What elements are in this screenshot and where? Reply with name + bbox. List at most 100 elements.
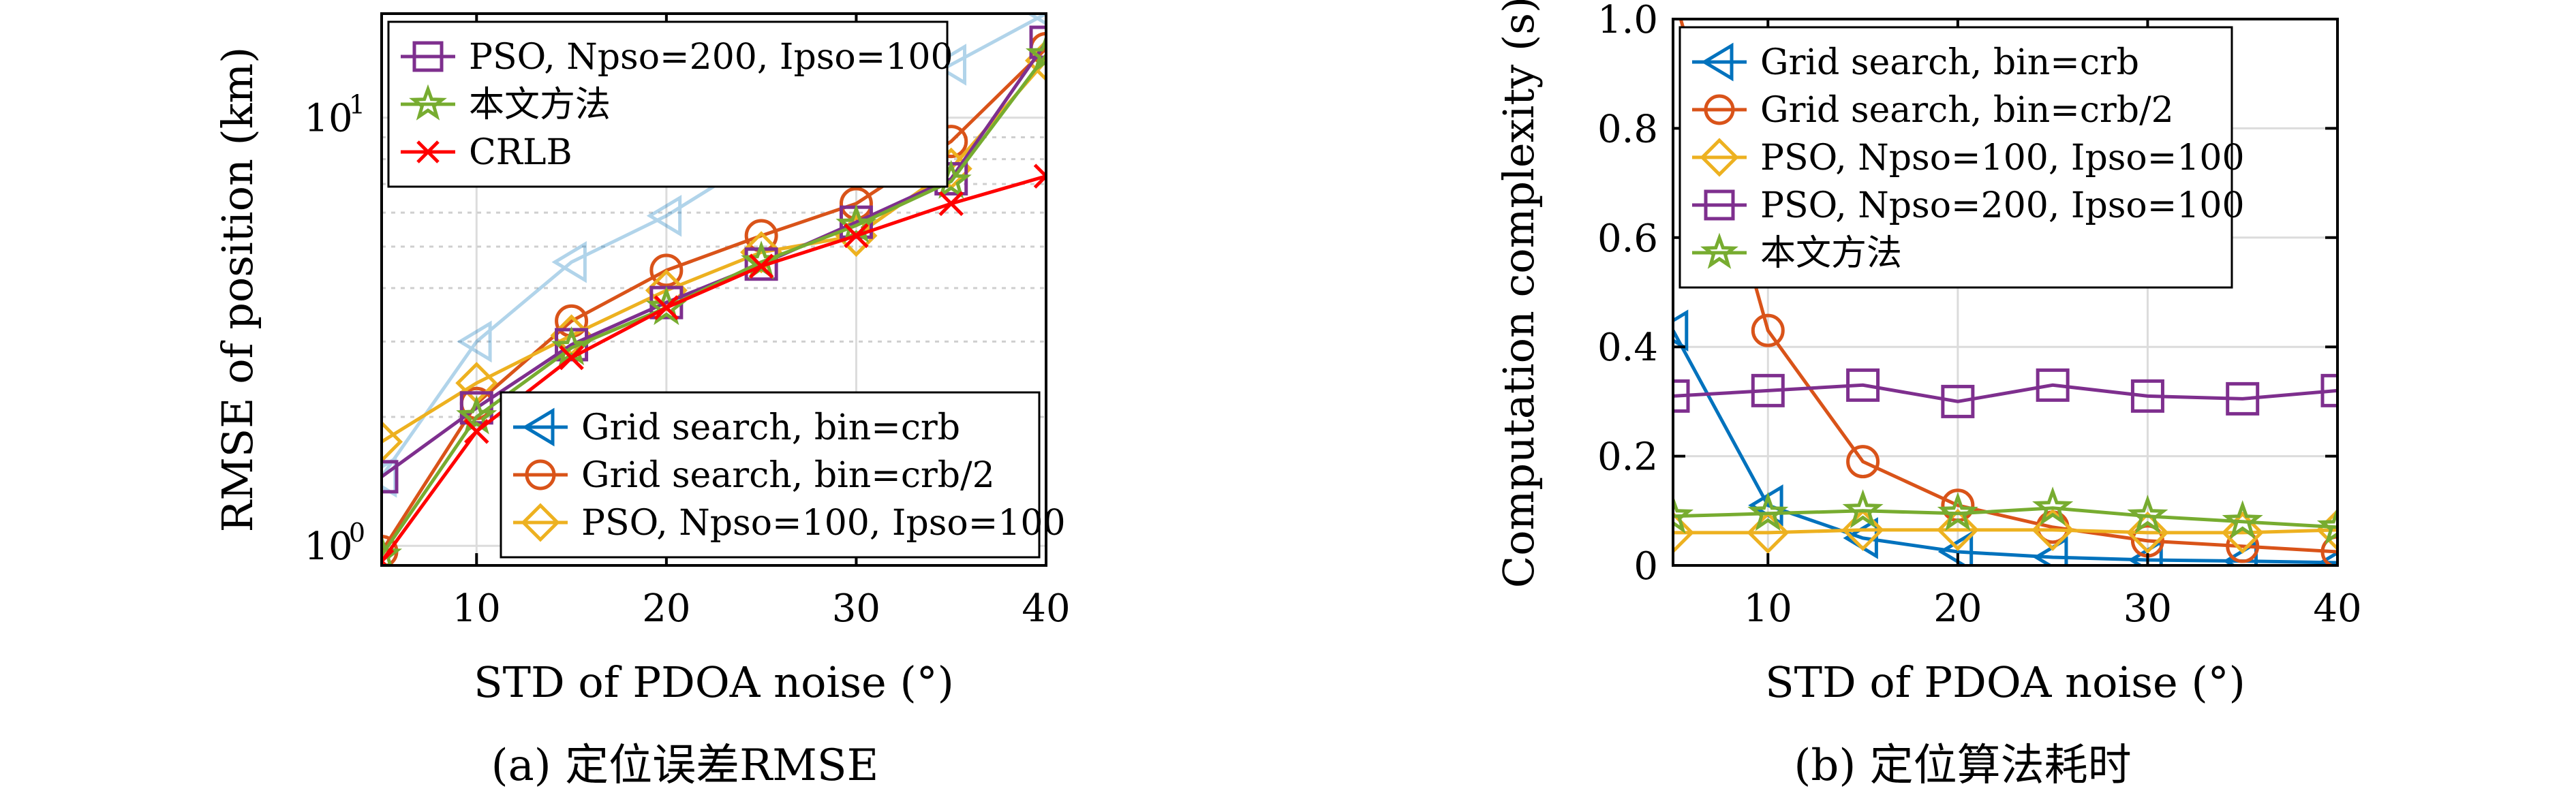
data-point — [2317, 550, 2337, 565]
panel-b-complexity: 10 20 30 40 0 0.2 0.4 0.6 0.8 1.0 STD of PDOA nois… — [1494, 0, 2362, 791]
legend-top-left: Grid search, bin=crb Grid search, bin=crb… — [1678, 26, 2245, 289]
series-4 — [1673, 486, 2337, 545]
legend-label: 本文方法 — [469, 84, 611, 125]
data-point — [1941, 384, 1975, 418]
legend-label: PSO, Npso=100, Ipso=100 — [581, 503, 1066, 544]
x-tick-label: 30 — [832, 587, 880, 631]
data-point — [2320, 373, 2337, 407]
legend-label: 本文方法 — [1760, 233, 1902, 274]
legend-entry: Grid search, bin=crb — [1692, 42, 2139, 83]
data-point — [654, 295, 679, 320]
data-point — [931, 44, 967, 86]
data-point — [741, 240, 782, 280]
data-point — [1751, 313, 1785, 347]
data-point — [457, 320, 492, 363]
y-tick-label: 0.6 — [1597, 217, 1658, 261]
data-point — [382, 533, 403, 565]
x-axis-label: STD of PDOA noise (°) — [1765, 657, 2245, 707]
x-tick-label: 40 — [1022, 587, 1070, 631]
legend-bottom-right: Grid search, bin=crb Grid search, bin=crb… — [500, 391, 1066, 559]
y-tick-label: 10 — [304, 97, 352, 141]
data-point — [1751, 373, 1785, 407]
series-line — [1673, 528, 2337, 535]
series-0 — [1673, 309, 2337, 565]
x-tick-label: 20 — [1933, 587, 1982, 631]
data-point — [1937, 492, 1978, 531]
series-line — [1673, 506, 2337, 529]
data-point — [1673, 379, 1690, 413]
data-point — [2126, 511, 2169, 554]
legend-box — [500, 391, 1041, 559]
data-point — [559, 345, 584, 371]
y-tick-label: 10 — [304, 525, 352, 569]
data-point — [382, 460, 399, 494]
data-point — [2222, 500, 2263, 540]
legend-marker — [1704, 94, 1735, 125]
series-line — [1673, 383, 2337, 403]
legend-marker — [412, 41, 444, 72]
data-point — [2130, 379, 2164, 413]
data-point — [2036, 368, 2070, 402]
legend-marker — [1700, 138, 1739, 177]
caption: (b) 定位算法耗时 — [1794, 741, 2131, 791]
legend-marker — [1704, 189, 1735, 221]
legend-marker — [409, 84, 447, 121]
y-tick-exponent: 0 — [349, 518, 365, 548]
y-axis-label: RMSE of position (km) — [213, 47, 262, 533]
series-line — [1673, 329, 2337, 565]
data-point — [1842, 489, 1884, 529]
legend-top-left: PSO, Npso=200, Ipso=100 本文方法 CRLB — [387, 20, 953, 188]
legend-marker — [525, 459, 556, 490]
data-point — [1673, 495, 1694, 534]
data-point — [938, 191, 964, 217]
legend-entry: Grid search, bin=crb — [513, 407, 960, 448]
data-point — [2320, 535, 2337, 565]
legend-label: Grid search, bin=crb/2 — [581, 455, 995, 496]
legend-entry: 本文方法 — [401, 84, 611, 125]
data-point — [1658, 0, 1688, 7]
data-point — [1747, 492, 1789, 531]
data-point — [1936, 508, 1979, 551]
data-point — [1846, 368, 1880, 402]
legend-entry: PSO, Npso=100, Ipso=100 — [1692, 138, 2245, 178]
data-point — [1026, 14, 1046, 26]
data-point — [1846, 445, 1880, 479]
data-point — [2032, 486, 2074, 526]
x-tick-label: 30 — [2123, 587, 2172, 631]
y-tick-label: 0 — [1634, 544, 1658, 589]
axes-box — [380, 12, 1047, 567]
legend-marker — [521, 503, 560, 542]
data-point — [551, 326, 592, 366]
series-3 — [1673, 368, 2337, 418]
legend-box — [387, 20, 949, 188]
y-axis-label: Computation complexity (s) — [1494, 0, 1544, 588]
legend-box — [1678, 26, 2233, 289]
legend-entry: PSO, Npso=200, Ipso=100 — [1692, 185, 2245, 226]
y-tick-label: 0.4 — [1597, 326, 1658, 370]
data-point — [1841, 508, 1884, 551]
series-5 — [382, 163, 1046, 565]
legend-entry: 本文方法 — [1692, 232, 1902, 274]
legend-marker — [1701, 42, 1734, 82]
legend-entry: CRLB — [401, 132, 572, 173]
data-point — [1673, 309, 1689, 352]
y-tick-exponent: 1 — [349, 90, 365, 120]
data-point — [1025, 33, 1046, 73]
legend-marker — [1700, 232, 1738, 269]
legend-label: CRLB — [469, 132, 572, 173]
y-tick-label: 0.8 — [1597, 107, 1658, 151]
legend-entry: Grid search, bin=crb/2 — [513, 455, 995, 496]
data-point — [456, 395, 497, 435]
data-point — [649, 253, 684, 287]
data-point — [2127, 495, 2168, 534]
data-point — [2221, 511, 2264, 554]
legend-label: PSO, Npso=200, Ipso=100 — [469, 37, 953, 78]
legend-label: Grid search, bin=crb — [581, 407, 960, 448]
series-1 — [1658, 0, 2337, 565]
legend-marker — [416, 140, 440, 163]
data-point — [2031, 508, 2074, 551]
x-tick-label: 20 — [642, 587, 690, 631]
data-point — [382, 548, 395, 565]
data-point — [1033, 163, 1046, 189]
